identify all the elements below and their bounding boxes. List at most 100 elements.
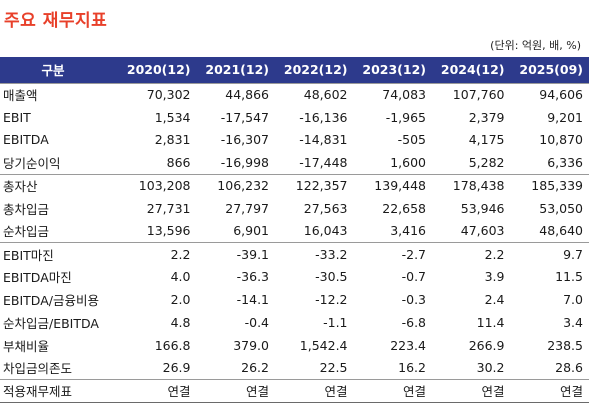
table-row: 당기순이익 866 -16,998 -17,448 1,600 5,282 6,336 (0, 151, 589, 174)
table-cell: 연결 (353, 378, 432, 403)
table-cell: 4.0 (170, 269, 191, 285)
row-label: 적용재무제표 (0, 378, 118, 403)
table-cell: 53,050 (539, 200, 583, 216)
table-cell: 379.0 (233, 337, 269, 353)
table-cell: 122,357 (275, 173, 354, 197)
table-cell: 7.0 (563, 292, 583, 308)
table-cell: 9.7 (510, 242, 589, 266)
table-cell: 2.0 (170, 292, 191, 308)
row-label: EBITDA마진 (3, 270, 72, 286)
table-cell: 10,870 (539, 132, 583, 148)
header-column: 2024(12) (440, 62, 505, 78)
table-cell: 6,336 (547, 155, 583, 171)
table-cell: 238.5 (547, 337, 583, 353)
header-column: 2023(12) (362, 62, 426, 78)
table-cell: 2.2 (432, 242, 511, 266)
table-cell: 2,379 (468, 109, 505, 125)
row-label: 순차입금 (3, 224, 50, 240)
table-cell: 16,043 (303, 223, 348, 239)
table-cell: -2.7 (353, 242, 432, 266)
table-row: 매출액 70,302 44,866 48,602 74,083 107,760 94,606 (0, 82, 589, 106)
table-cell: 6,901 (233, 223, 269, 239)
row-label: EBITDA (3, 132, 49, 148)
table-row: 부채비율 166.8 379.0 1,542.4 223.4 266.9 238.5 (0, 334, 589, 357)
table-cell: 5,282 (468, 155, 505, 171)
table-header-row: 구분 2020(12) 2021(12) 2022(12) 2023(12) 2… (0, 57, 589, 83)
table-cell: 44,866 (196, 82, 275, 106)
table-cell: -0.4 (244, 314, 269, 330)
table-cell: -16,998 (220, 155, 269, 171)
table-cell: 1,542.4 (299, 337, 348, 353)
table-row: 총자산 103,208 106,232 122,357 139,448 178,438 18… (0, 173, 589, 197)
table-cell: 연결 (510, 378, 589, 403)
table-cell: 30.2 (476, 360, 505, 376)
table-cell: 48,640 (539, 223, 583, 239)
header-column: 2025(09) (519, 62, 583, 78)
table-cell: 94,606 (510, 82, 589, 106)
table-cell: 27,797 (225, 200, 269, 216)
table-cell: 53,946 (460, 200, 505, 216)
table-cell: 223.4 (390, 337, 426, 353)
table-cell: 4,175 (468, 132, 505, 148)
unit-note: (단위: 억원, 배, %) (490, 39, 581, 52)
row-label: EBIT (3, 109, 31, 125)
table-row: 순차입금 13,596 6,901 16,043 3,416 47,603 48,640 (0, 220, 589, 243)
table-cell: 27,563 (303, 200, 348, 216)
table-cell: 9,201 (547, 109, 583, 125)
table-cell: 185,339 (510, 173, 589, 197)
table-cell: -17,547 (220, 109, 269, 125)
table-cell: -0.7 (401, 269, 426, 285)
table-cell: 866 (166, 155, 191, 171)
table-cell: 3,416 (390, 223, 426, 239)
table-cell: -505 (397, 132, 426, 148)
table-cell: 2.4 (484, 292, 505, 308)
table-row: 차입금의존도 26.9 26.2 22.5 16.2 30.2 28.6 (0, 357, 589, 380)
table-cell: 178,438 (432, 173, 511, 197)
table-cell: 139,448 (353, 173, 432, 197)
row-label: 총자산 (0, 173, 118, 197)
table-cell: 266.9 (468, 337, 505, 353)
table-cell: 26.9 (162, 360, 191, 376)
table-row: EBITDA/금융비용 2.0 -14.1 -12.2 -0.3 2.4 7.0 (0, 288, 589, 311)
table-cell: -36.3 (236, 269, 269, 285)
table-cell: -6.8 (401, 314, 426, 330)
table-cell: 48,602 (275, 82, 354, 106)
table-cell: -14.1 (236, 292, 269, 308)
table-cell: -12.2 (315, 292, 348, 308)
table-cell: -39.1 (196, 242, 275, 266)
table-row: EBIT 1,534 -17,547 -16,136 -1,965 2,379 9,201 (0, 106, 589, 129)
table-cell: -1.1 (323, 314, 348, 330)
table-row: 총차입금 27,731 27,797 27,563 22,658 53,946 53,050 (0, 197, 589, 220)
row-label: 순차입금/EBITDA (3, 315, 99, 331)
table-row: EBIT마진 2.2 -39.1 -33.2 -2.7 2.2 9.7 (0, 242, 589, 266)
table-cell: 74,083 (353, 82, 432, 106)
table-cell: 13,596 (146, 223, 191, 239)
row-label: 당기순이익 (3, 156, 61, 172)
table-cell: 연결 (118, 378, 197, 403)
table-cell: 26.2 (241, 360, 269, 376)
table-cell: 11.4 (476, 314, 505, 330)
header-label: 구분 (41, 63, 65, 79)
table-cell: -16,307 (220, 132, 269, 148)
table-cell: -33.2 (275, 242, 354, 266)
table-cell: 연결 (196, 378, 275, 403)
table-cell: 28.6 (555, 360, 583, 376)
table-cell: 3.9 (484, 269, 505, 285)
row-label: EBITDA/금융비용 (3, 293, 99, 309)
table-cell: 166.8 (154, 337, 191, 353)
table-row: EBITDA 2,831 -16,307 -14,831 -505 4,175 10,870 (0, 129, 589, 152)
row-label: 매출액 (0, 82, 118, 106)
table-cell: -14,831 (299, 132, 348, 148)
table-cell: 11.5 (555, 269, 583, 285)
table-cell: 103,208 (118, 173, 197, 197)
table-cell: 3.4 (563, 314, 583, 330)
header-column: 2020(12) (126, 62, 191, 78)
page-title: 주요 재무지표 (4, 11, 108, 31)
table-cell: 27,731 (146, 200, 191, 216)
table-cell: 1,600 (390, 155, 426, 171)
table-cell: 47,603 (460, 223, 505, 239)
table-cell: -16,136 (299, 109, 348, 125)
row-label: 차입금의존도 (3, 361, 73, 377)
table-cell: -1,965 (385, 109, 426, 125)
table-cell: 연결 (275, 378, 354, 403)
